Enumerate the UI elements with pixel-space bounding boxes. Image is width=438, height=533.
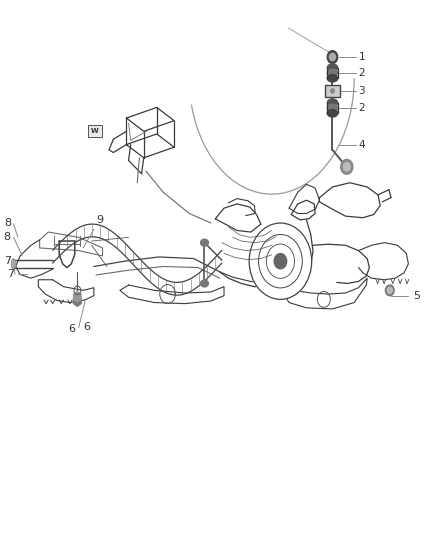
Text: 7: 7 bbox=[7, 270, 14, 279]
Circle shape bbox=[331, 89, 334, 93]
Circle shape bbox=[249, 223, 312, 300]
Text: W: W bbox=[91, 128, 99, 134]
Text: 8: 8 bbox=[3, 232, 10, 243]
Ellipse shape bbox=[201, 280, 208, 287]
Text: 7: 7 bbox=[4, 256, 11, 266]
Text: 1: 1 bbox=[359, 52, 365, 62]
Circle shape bbox=[385, 285, 394, 296]
Ellipse shape bbox=[327, 64, 338, 71]
Circle shape bbox=[387, 287, 392, 294]
Ellipse shape bbox=[327, 110, 338, 117]
Text: 6: 6 bbox=[83, 322, 90, 333]
Circle shape bbox=[329, 53, 336, 61]
Text: 8: 8 bbox=[4, 218, 11, 228]
Ellipse shape bbox=[327, 104, 338, 112]
Ellipse shape bbox=[327, 69, 338, 77]
Text: 5: 5 bbox=[413, 290, 420, 301]
Text: 4: 4 bbox=[359, 140, 365, 150]
Ellipse shape bbox=[12, 261, 15, 267]
Circle shape bbox=[341, 159, 353, 174]
Text: 2: 2 bbox=[359, 103, 365, 113]
Text: 9: 9 bbox=[96, 215, 103, 225]
Circle shape bbox=[343, 163, 350, 171]
Text: 3: 3 bbox=[359, 86, 365, 96]
Ellipse shape bbox=[201, 239, 208, 246]
FancyBboxPatch shape bbox=[325, 85, 340, 98]
Circle shape bbox=[274, 254, 286, 269]
Text: 6: 6 bbox=[69, 324, 76, 334]
Ellipse shape bbox=[11, 259, 16, 269]
Circle shape bbox=[327, 51, 338, 63]
FancyBboxPatch shape bbox=[88, 125, 102, 137]
Ellipse shape bbox=[327, 99, 338, 107]
Text: 2: 2 bbox=[359, 68, 365, 78]
Ellipse shape bbox=[327, 75, 338, 82]
